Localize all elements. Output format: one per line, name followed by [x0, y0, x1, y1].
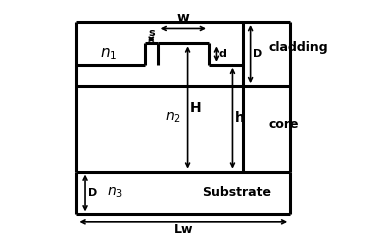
- Text: D: D: [88, 188, 97, 198]
- Text: Substrate: Substrate: [202, 187, 271, 200]
- Text: $n_1$: $n_1$: [100, 46, 117, 62]
- Text: cladding: cladding: [269, 41, 328, 54]
- Text: Lw: Lw: [173, 223, 193, 236]
- Text: D: D: [253, 49, 262, 59]
- Text: core: core: [269, 118, 299, 131]
- Text: H: H: [190, 100, 201, 114]
- Text: h: h: [235, 111, 244, 125]
- Text: $n_3$: $n_3$: [107, 186, 123, 200]
- Text: w: w: [177, 11, 190, 25]
- Text: $n_2$: $n_2$: [165, 111, 181, 125]
- Text: d: d: [218, 49, 227, 59]
- Text: s: s: [148, 28, 154, 38]
